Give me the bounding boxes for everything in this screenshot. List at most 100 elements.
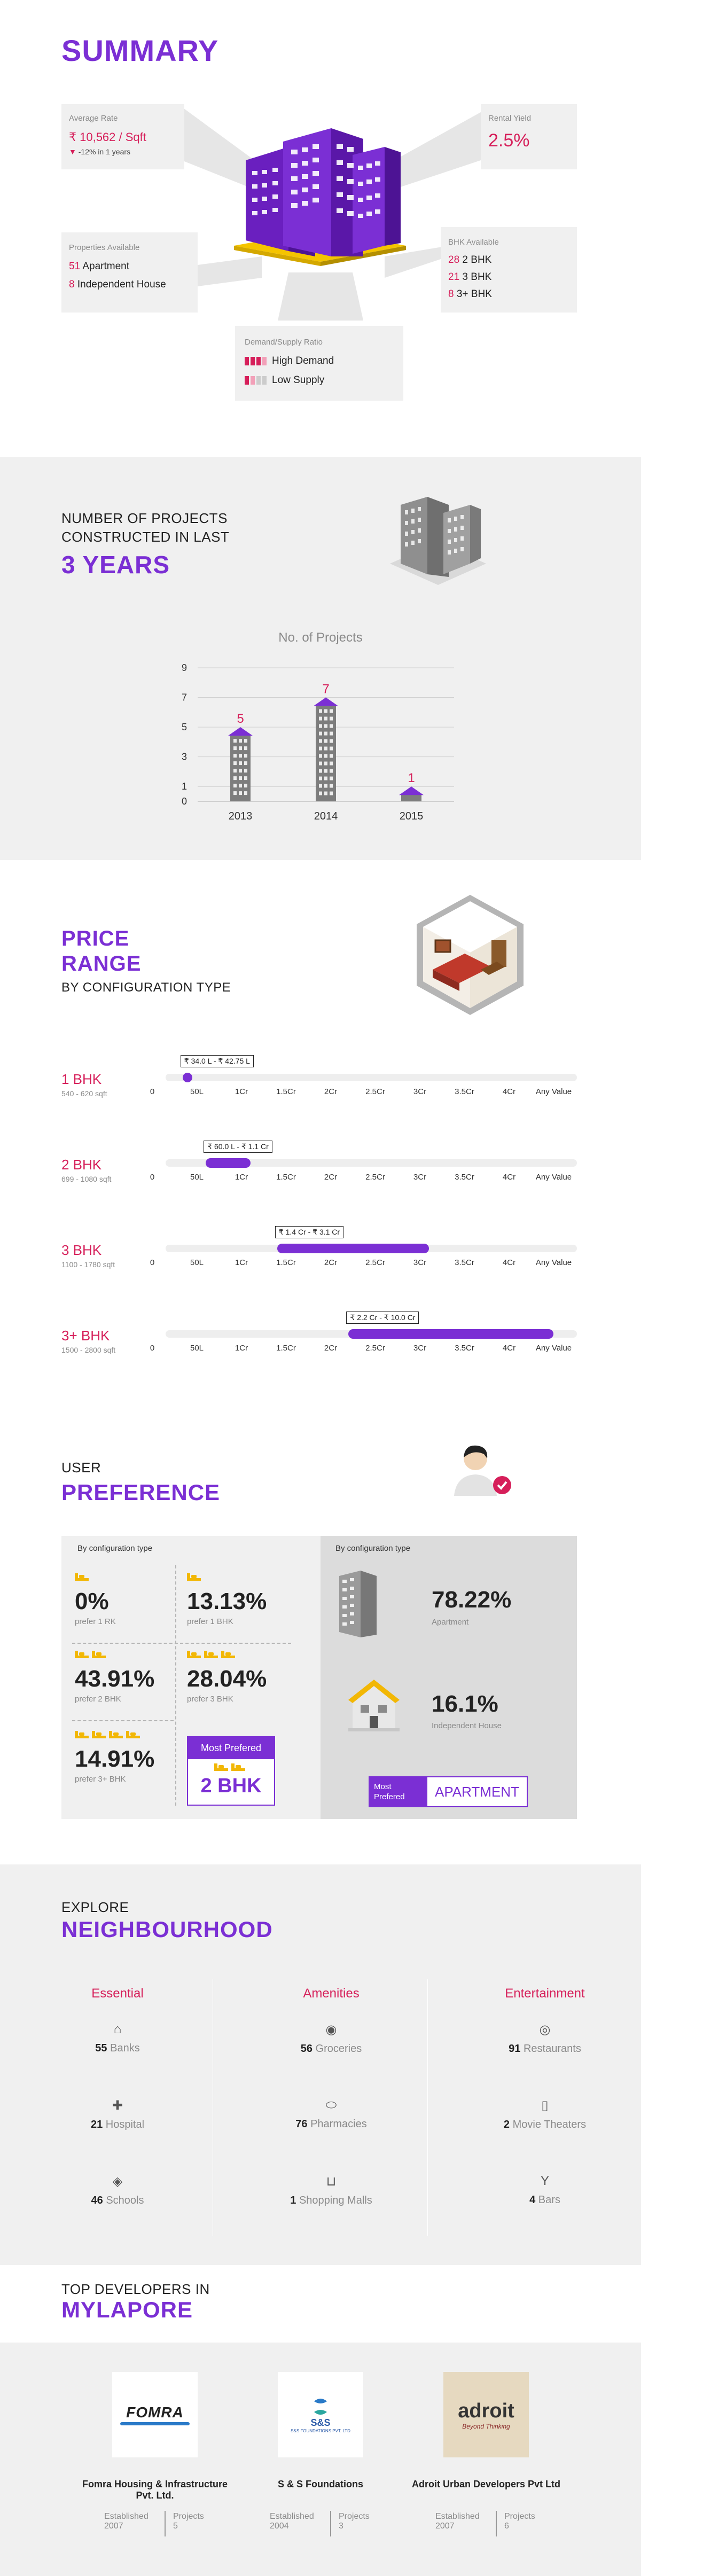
most-preferred-value: 2 BHK (200, 1775, 262, 1797)
preference-value: 13.13% (187, 1588, 267, 1614)
neighbourhood-item[interactable]: ◎ 91 Restaurants (449, 2022, 641, 2055)
neighbourhood-item[interactable]: ⊔ 1 Shopping Malls (235, 2174, 427, 2207)
preference-kicker: USER (61, 1459, 101, 1476)
bar-value-label: 5 (237, 712, 244, 726)
neighbourhood-item[interactable]: ⬭ 76 Pharmacies (235, 2098, 427, 2130)
neighbourhood-item[interactable]: ◉ 56 Groceries (235, 2022, 427, 2055)
price-tick-label: 3.5Cr (455, 1173, 474, 1182)
bed-icon (75, 1731, 89, 1738)
price-tick-label: 4Cr (502, 1344, 516, 1353)
price-tick-label: 2Cr (324, 1344, 338, 1353)
price-tick-label: 2.5Cr (365, 1344, 385, 1353)
neighbourhood-name: Groceries (315, 2043, 362, 2055)
price-range-bar (348, 1329, 554, 1339)
bed-icon (214, 1763, 228, 1771)
price-tick-label: 4Cr (502, 1258, 516, 1267)
pill-icon: ⬭ (325, 2098, 337, 2112)
preference-heading: PREFERENCE (61, 1480, 221, 1505)
price-tick-label: 1.5Cr (276, 1173, 296, 1182)
properties-label: Properties Available (69, 243, 140, 252)
neighbourhood-kicker: EXPLORE (61, 1899, 129, 1915)
developer-name[interactable]: S & S Foundations (278, 2479, 363, 2489)
supply-bars-icon (245, 376, 267, 385)
average-rate-label: Average Rate (69, 114, 118, 123)
developer-name[interactable]: Adroit Urban Developers Pvt Ltd (411, 2479, 561, 2489)
bank-icon: ⌂ (113, 2022, 122, 2036)
price-tick-label: Any Value (535, 1344, 572, 1353)
rental-yield-label: Rental Yield (488, 114, 532, 123)
preference-left-label: By configuration type (77, 1544, 153, 1553)
properties-card: Properties Available 51 Apartment 8 Inde… (61, 232, 198, 313)
demand-label: Demand/Supply Ratio (245, 338, 323, 347)
neighbourhood-name: Hospital (105, 2119, 145, 2130)
preference-divider (72, 1643, 291, 1644)
neighbourhood-count: 91 (509, 2043, 521, 2055)
neighbourhood-item[interactable]: ▯ 2 Movie Theaters (449, 2098, 641, 2131)
type-most-preferred-box: Most Prefered APARTMENT (369, 1776, 528, 1807)
developer-projects: Projects 5 (173, 2512, 204, 2531)
price-row-size: 699 - 1080 sqft (61, 1175, 112, 1183)
neighbourhood-name: Banks (110, 2042, 140, 2054)
price-range-label: ₹ 60.0 L - ₹ 1.1 Cr (204, 1141, 272, 1153)
price-row-size: 540 - 620 sqft (61, 1089, 107, 1098)
price-tick-label: 2.5Cr (365, 1258, 385, 1267)
bar (399, 786, 424, 801)
x-tick-label: 2013 (229, 810, 253, 822)
price-tick-label: 3Cr (413, 1087, 427, 1096)
price-tick-label: 3Cr (413, 1258, 427, 1267)
price-tick-label: 2Cr (324, 1087, 338, 1096)
cart-icon: ⊔ (326, 2174, 337, 2189)
average-rate-change: -12% in 1 years (78, 147, 131, 156)
building-illustration (182, 107, 481, 321)
price-tick-label: 1Cr (235, 1087, 248, 1096)
bedroom-icon (417, 895, 524, 1015)
price-tick-label: 1Cr (235, 1258, 248, 1267)
preference-sub: prefer 2 BHK (75, 1695, 121, 1704)
developer-divider (330, 2511, 331, 2536)
y-tick-label: 5 (182, 722, 187, 732)
adroit-logo-icon: adroit (458, 2399, 514, 2422)
bar-value-label: 7 (322, 682, 329, 697)
price-row-name: 2 BHK (61, 1157, 102, 1173)
neighbourhood-item[interactable]: ⌂ 55 Banks (21, 2022, 214, 2055)
price-tick-label: Any Value (535, 1258, 572, 1267)
neighbourhood-item[interactable]: ◈ 46 Schools (21, 2174, 214, 2207)
user-icon (454, 1445, 511, 1496)
projects-kicker-2: CONSTRUCTED IN LAST (61, 529, 230, 545)
price-tick-label: 1.5Cr (276, 1087, 296, 1096)
y-tick-label: 1 (182, 781, 187, 792)
restaurant-icon: ◎ (539, 2023, 551, 2037)
preference-sub: prefer 3+ BHK (75, 1775, 126, 1784)
price-tick-label: 2Cr (324, 1173, 338, 1182)
bed-icon (187, 1651, 201, 1658)
neighbourhood-count: 4 (529, 2194, 536, 2206)
price-heading-1: PRICE (61, 927, 130, 950)
price-tick-label: Any Value (535, 1173, 572, 1182)
bed-icon (126, 1731, 140, 1738)
preference-sub: prefer 1 RK (75, 1617, 116, 1626)
projects-chart-title: No. of Projects (278, 630, 363, 645)
apartment-share-label: Apartment (432, 1618, 469, 1627)
hospital-icon: ✚ (112, 2098, 123, 2113)
neighbourhood-count: 2 (503, 2119, 510, 2130)
high-demand-row: High Demand (245, 355, 394, 367)
neighbourhood-heading: NEIGHBOURHOOD (61, 1917, 273, 1942)
price-tick-label: 1.5Cr (276, 1258, 296, 1267)
price-row-name: 1 BHK (61, 1071, 102, 1087)
price-tick-label: 0 (150, 1258, 155, 1267)
rental-yield-value: 2.5% (488, 130, 530, 151)
neighbourhood-item[interactable]: ✚ 21 Hospital (21, 2098, 214, 2131)
price-track (166, 1074, 577, 1081)
developer-name[interactable]: Fomra Housing & Infrastructure Pvt. Ltd. (82, 2479, 228, 2501)
grocery-icon: ◉ (325, 2023, 337, 2037)
price-tick-label: 50L (190, 1258, 204, 1267)
developer-projects: Projects 6 (504, 2512, 535, 2531)
price-tick-label: 2Cr (324, 1258, 338, 1267)
type-most-preferred-value: APARTMENT (435, 1784, 519, 1800)
average-rate-value: ₹ 10,562 / Sqft (69, 130, 146, 144)
price-tick-label: Any Value (535, 1087, 572, 1096)
preference-value: 14.91% (75, 1746, 155, 1772)
bar (228, 727, 253, 801)
bed-icon (204, 1651, 218, 1658)
